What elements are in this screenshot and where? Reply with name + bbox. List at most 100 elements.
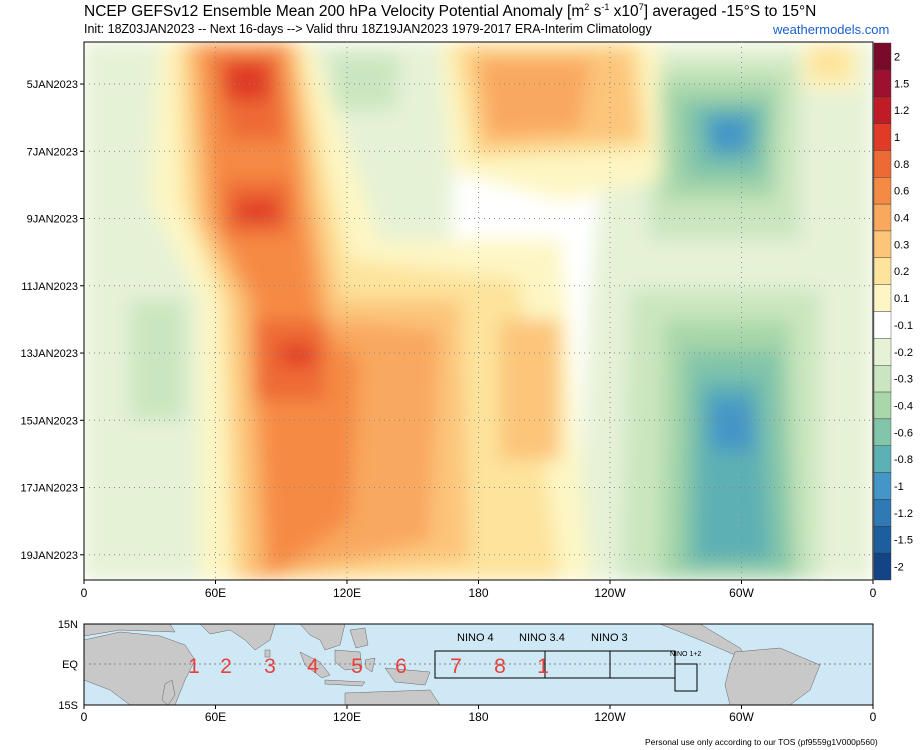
mjo-phase-label: 1 [537, 655, 549, 678]
map-lat-label: EQ [62, 659, 78, 671]
anomaly-region [280, 345, 315, 365]
colorbar-label: 0.2 [894, 266, 909, 278]
anomaly-region [225, 62, 270, 100]
anomaly-field [84, 42, 873, 580]
colorbar-label: -1.2 [894, 508, 913, 520]
colorbar-swatch [873, 445, 892, 473]
map-lon-label: 120W [594, 710, 626, 724]
colorbar-label: -1 [894, 481, 904, 493]
x-tick-label: 60E [205, 586, 226, 600]
y-tick-label: 11JAN2023 [21, 281, 78, 293]
map-lat-label: 15N [58, 619, 78, 631]
colorbar-swatch [873, 150, 892, 178]
map-lon-label: 60E [205, 710, 226, 724]
anomaly-region [235, 200, 280, 222]
colorbar-swatch [873, 257, 892, 285]
colorbar-swatch [873, 418, 892, 446]
y-tick-label: 17JAN2023 [21, 483, 79, 495]
nino-region-label: NINO 4 [457, 632, 494, 644]
anomaly-region [500, 320, 560, 460]
nino-12-box [674, 663, 698, 692]
colorbar-swatch [873, 526, 892, 554]
colorbar-swatch [873, 338, 892, 366]
colorbar-label: 2 [894, 51, 900, 63]
map-lon-label: 60W [729, 710, 754, 724]
land-java [324, 679, 366, 687]
colorbar-swatch [873, 96, 892, 124]
land-philippines [349, 627, 369, 649]
x-tick-label: 120W [594, 586, 626, 600]
anomaly-region [480, 60, 590, 135]
map-lon-label: 120E [333, 710, 361, 724]
colorbar-swatch [873, 69, 892, 97]
colorbar-label: -1.5 [894, 535, 913, 547]
chart-subtitle: Init: 18Z03JAN2023 -- Next 16-days --> V… [84, 22, 652, 36]
colorbar-label: 0.4 [894, 213, 909, 225]
y-tick-label: 5JAN2023 [27, 79, 78, 91]
colorbar-swatch [873, 391, 892, 420]
colorbar-swatch [873, 230, 892, 258]
x-tick-label: 0 [81, 586, 88, 600]
map-lon-label: 180 [468, 710, 488, 724]
x-tick-label: 120E [333, 586, 361, 600]
colorbar-label: -0.4 [894, 400, 913, 412]
colorbar-label: -0.2 [894, 347, 913, 359]
colorbar-label: 0.1 [894, 293, 909, 305]
nino-region-label: NINO 3.4 [519, 632, 565, 644]
colorbar-label: -0.1 [894, 320, 913, 332]
mjo-phase-label: 5 [351, 655, 363, 678]
colorbar-label: -0.8 [894, 454, 913, 466]
anomaly-region [130, 300, 185, 420]
colorbar-label: 1.2 [894, 105, 909, 117]
colorbar-swatch [873, 177, 892, 205]
anomaly-region [710, 118, 750, 150]
colorbar-swatch [873, 365, 892, 393]
colorbar-swatch [873, 472, 892, 500]
land-madagascar [161, 679, 176, 706]
mjo-phase-label: 2 [220, 655, 232, 678]
land-borneo [334, 649, 363, 671]
x-tick-label: 60W [729, 586, 754, 600]
nino-region-label: NINO 3 [591, 632, 628, 644]
y-tick-label: 13JAN2023 [21, 348, 79, 360]
colorbar-label: -2 [894, 562, 904, 574]
colorbar-label: -0.3 [894, 374, 913, 386]
anomaly-region [330, 55, 400, 110]
colorbar-label: 0.3 [894, 239, 909, 251]
mjo-phase-label: 4 [307, 655, 319, 678]
colorbar-swatch [873, 552, 892, 581]
colorbar-swatch [873, 311, 892, 339]
land-australia [344, 689, 441, 706]
colorbar-swatch [873, 203, 892, 232]
map-lon-label: 0 [81, 710, 88, 724]
mjo-phase-label: 1 [188, 655, 200, 678]
land-sumatra [299, 651, 331, 679]
mjo-phase-label: 6 [395, 655, 407, 678]
land-arabia-india [199, 623, 276, 651]
colorbar-swatch [873, 284, 892, 312]
anomaly-region [810, 45, 850, 80]
map-lat-label: 15S [58, 700, 78, 712]
nino-region-label: NINO 1+2 [670, 651, 701, 658]
colorbar-swatch [873, 123, 892, 151]
land-sulawesi [364, 657, 376, 673]
y-tick-label: 15JAN2023 [21, 415, 79, 427]
y-tick-label: 7JAN2023 [27, 146, 78, 158]
y-tick-label: 9JAN2023 [27, 214, 78, 226]
colorbar-label: 0.8 [894, 159, 909, 171]
land-newguinea [384, 667, 431, 686]
colorbar-label: 0.6 [894, 186, 909, 198]
colorbar-label: 1.5 [894, 78, 909, 90]
colorbar-label: -0.6 [894, 427, 913, 439]
x-tick-label: 0 [870, 586, 877, 600]
mjo-phase-label: 8 [494, 655, 506, 678]
colorbar-label: 1 [894, 132, 900, 144]
mjo-phase-label: 7 [450, 655, 462, 678]
colorbar-swatch [873, 42, 892, 71]
x-tick-label: 180 [468, 586, 488, 600]
site-link[interactable]: weathermodels.com [773, 22, 890, 37]
footer-note: Personal use only according to our TOS (… [645, 737, 878, 747]
land-srilanka [264, 649, 271, 658]
colorbar-swatch [873, 499, 892, 527]
